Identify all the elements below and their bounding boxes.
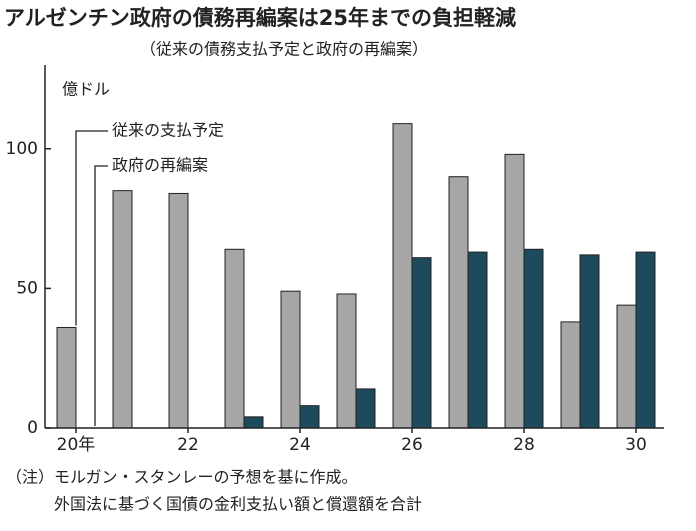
bar — [560, 321, 581, 429]
bar — [56, 326, 77, 429]
chart-title: アルゼンチン政府の債務再編案は25年までの負担軽減 — [4, 6, 516, 30]
chart-subtitle: （従来の債務支払予定と政府の再編案） — [140, 40, 428, 59]
bar — [355, 388, 376, 429]
y-unit: 億ドル — [62, 80, 110, 99]
note: 外国法に基づく国債の金利支払い額と償還額を合計 — [54, 495, 422, 514]
x-tick-label: 26 — [401, 435, 423, 455]
bar — [168, 192, 189, 429]
bar — [280, 290, 301, 429]
bar — [299, 405, 320, 429]
legend-label: 政府の再編案 — [112, 156, 208, 175]
bar — [411, 257, 432, 429]
bar — [112, 190, 133, 429]
y-tick-label: 0 — [27, 418, 38, 438]
bar — [504, 153, 525, 429]
bar — [336, 293, 357, 429]
bar — [523, 248, 544, 429]
bar — [224, 248, 245, 429]
note: （注）モルガン・スタンレーの予想を基に作成。 — [6, 468, 358, 487]
x-tick-label: 20年 — [57, 435, 96, 455]
bar — [243, 416, 264, 429]
x-tick-label: 24 — [289, 435, 311, 455]
leader-line — [94, 165, 108, 426]
x-tick-label: 30 — [625, 435, 647, 455]
bar — [448, 176, 469, 429]
bar — [392, 123, 413, 429]
x-tick-label: 28 — [513, 435, 535, 455]
bar — [635, 251, 656, 429]
bar — [579, 254, 600, 429]
y-tick-label: 50 — [16, 278, 38, 298]
legend-label: 従来の支払予定 — [112, 121, 224, 140]
leader-line — [75, 130, 108, 326]
y-tick-label: 100 — [6, 139, 38, 159]
bar — [467, 251, 488, 429]
bar — [616, 304, 637, 429]
x-tick-label: 22 — [177, 435, 199, 455]
